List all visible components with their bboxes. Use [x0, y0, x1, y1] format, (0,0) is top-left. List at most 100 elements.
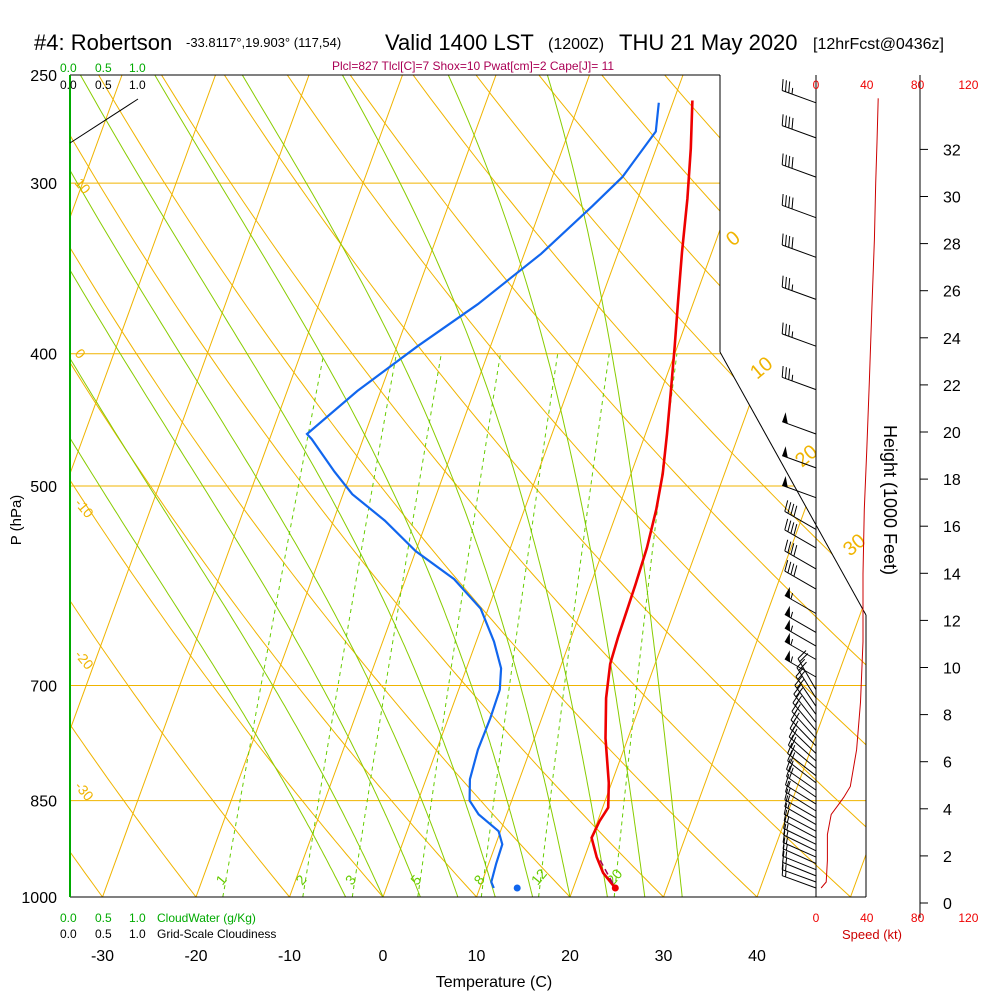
wind-barb [784, 795, 817, 826]
wind-barb [781, 858, 817, 883]
barb-half-feather [790, 656, 794, 663]
pressure-tick-label: 250 [30, 68, 57, 85]
background-lines [0, 75, 1000, 897]
dry-adiabat [412, 75, 866, 897]
pressure-tick-label: 500 [30, 479, 57, 496]
valid-time: Valid 1400 LST [385, 30, 534, 55]
barb-shaft [782, 848, 817, 864]
barb-feather [784, 518, 789, 531]
barb-feather [782, 831, 786, 843]
surface-dewpoint-point [513, 884, 521, 892]
isotherm-line [0, 75, 29, 897]
x-tick-label: 30 [655, 948, 673, 965]
barb-feather [790, 503, 795, 516]
wind-barb [784, 632, 817, 660]
station-name: #4: Robertson [34, 30, 172, 55]
x-tick-label: -10 [278, 948, 301, 965]
bottom-green-0: 0.0 [60, 911, 77, 925]
wind-barb [782, 412, 817, 435]
wind-barb [784, 586, 817, 614]
barb-shaft [795, 676, 817, 707]
zulu-time: (1200Z) [548, 36, 604, 53]
barb-shaft [782, 484, 817, 499]
barb-half-feather [785, 844, 788, 851]
moist-adiabat [447, 75, 646, 897]
top-green-0: 0.0 [60, 61, 77, 75]
top-black-1: 0.5 [95, 78, 112, 92]
isotherm-line [289, 75, 590, 897]
barb-feather [785, 154, 787, 167]
barb-shaft [790, 719, 817, 747]
height-tick-label: 28 [943, 237, 961, 254]
height-tick-label: 26 [943, 284, 961, 301]
x-tick-label: 20 [561, 948, 579, 965]
barb-flag [784, 632, 790, 645]
height-tick-label: 8 [943, 708, 952, 725]
mixing-ratio-label: 2 [292, 872, 309, 888]
data-layer [305, 98, 879, 892]
axis-labels: -30 -20 -10 0 10 20 30 402503004005007008501000… [21, 68, 978, 965]
barb-feather [791, 237, 794, 249]
moist-adiabat [154, 75, 534, 897]
barb-feather [787, 734, 794, 746]
barb-feather [785, 773, 790, 786]
speed-tick-top: 80 [911, 78, 925, 92]
wind-barb [782, 446, 817, 469]
barb-feather [781, 193, 784, 206]
dewpoint-profile [305, 102, 660, 889]
top-black-0: 0.0 [60, 78, 77, 92]
barb-feather [788, 155, 791, 168]
mixing-ratio-line [480, 353, 559, 897]
barb-feather [781, 153, 784, 165]
barb-shaft [782, 376, 817, 391]
wind-barb [783, 823, 817, 852]
barb-feather [784, 559, 789, 572]
wind-barb [781, 233, 817, 258]
barb-shaft [792, 702, 817, 731]
dry-adiabat-label: 30 [839, 530, 870, 561]
barb-half-feather [790, 611, 794, 619]
wind-barb [783, 803, 817, 832]
isotherm-line [70, 75, 216, 897]
mixing-ratio-label: 1 [212, 872, 229, 888]
barb-feather [783, 803, 788, 815]
barb-flag [784, 619, 790, 632]
wind-barb [784, 619, 817, 647]
barb-feather [797, 650, 807, 659]
isotherm-line [850, 75, 866, 897]
barb-half-feather [791, 331, 794, 338]
moist-adiabat [79, 75, 496, 897]
barb-shaft [782, 90, 817, 104]
bottom-black-1: 0.5 [95, 927, 112, 941]
barb-feather [791, 197, 794, 209]
station-coords: -33.8117°,19.903° (117,54) [186, 35, 341, 50]
mixing-ratio-line [538, 353, 610, 897]
barb-half-feather [785, 864, 787, 871]
barb-shaft [787, 753, 817, 777]
barb-feather [793, 565, 798, 577]
speed-tick-bottom: 40 [860, 911, 874, 925]
bottom-black-2: 1.0 [129, 927, 146, 941]
dry-adiabat [979, 75, 1000, 897]
barb-shaft [782, 333, 817, 347]
barb-shaft [786, 768, 817, 791]
barb-shaft [784, 510, 817, 530]
pressure-tick-label: 700 [30, 679, 57, 696]
wind-barb [781, 153, 817, 178]
barb-feather [792, 720, 799, 732]
mixing-ratio-line [351, 353, 442, 897]
wind-barb [781, 114, 817, 139]
dry-adiabat [98, 75, 758, 897]
height-tick-label: 10 [943, 661, 961, 678]
top-black-2: 1.0 [129, 78, 146, 92]
barb-shaft [788, 744, 817, 769]
barb-shaft [783, 820, 817, 839]
barb-shaft [782, 455, 817, 469]
barb-shaft [785, 791, 817, 812]
isotherm-line [70, 75, 310, 897]
barb-shaft [784, 806, 817, 826]
wind-barb [784, 559, 817, 590]
isotherm-label: -10 [72, 495, 97, 521]
barb-shaft [784, 570, 817, 590]
